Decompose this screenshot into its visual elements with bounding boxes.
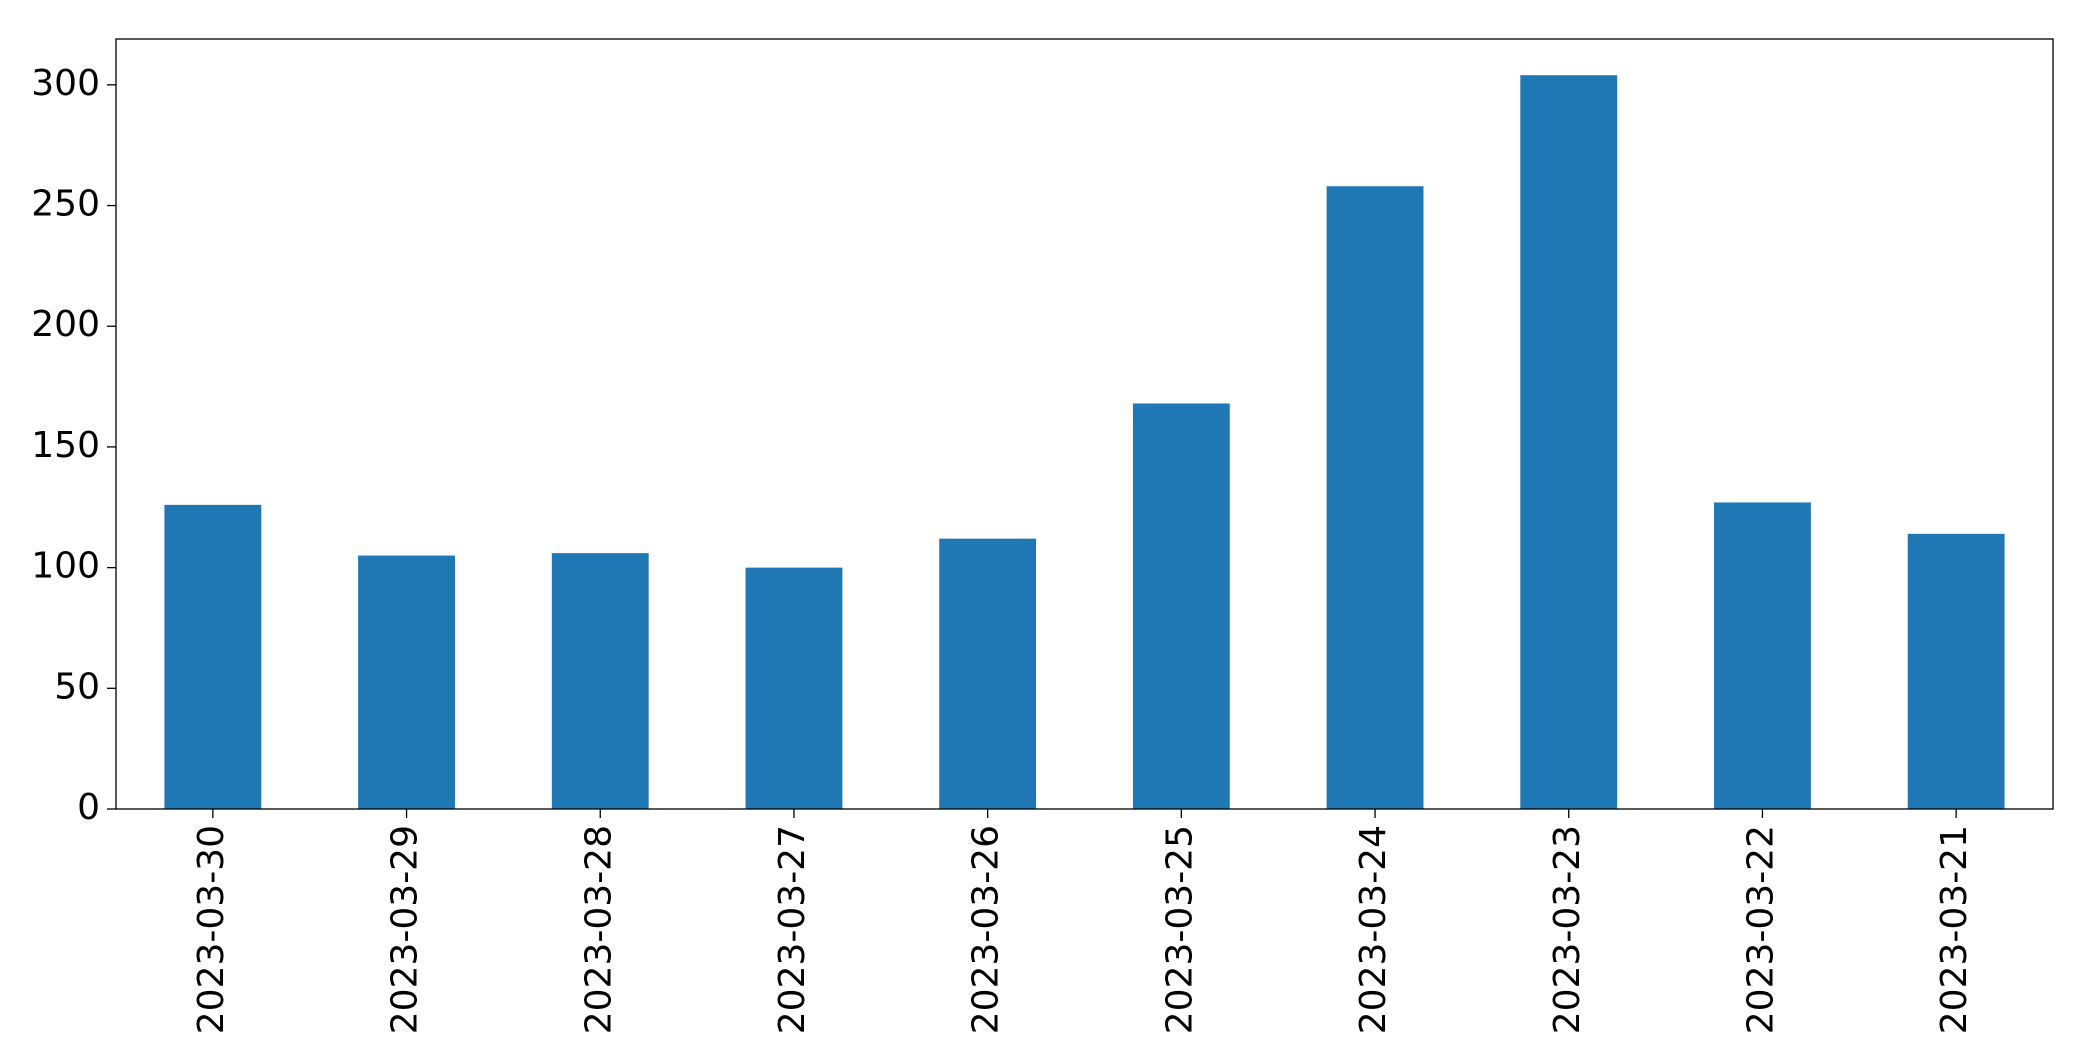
bar — [1326, 186, 1424, 809]
x-tick-label: 2023-03-30 — [191, 825, 232, 1034]
x-tick-label: 2023-03-28 — [578, 825, 619, 1034]
bar — [1714, 502, 1811, 809]
y-tick-label: 200 — [31, 304, 100, 345]
bar — [358, 555, 455, 809]
bar — [1520, 75, 1618, 809]
x-tick-label: 2023-03-22 — [1740, 825, 1781, 1034]
x-tick-label: 2023-03-25 — [1159, 825, 1200, 1034]
plot-frame — [115, 38, 2054, 810]
y-tick-label: 250 — [31, 184, 100, 225]
y-tick-label: 50 — [54, 666, 100, 707]
y-tick-label: 300 — [31, 63, 100, 104]
bar — [939, 538, 1037, 809]
y-tick-label: 0 — [77, 787, 100, 828]
bar — [551, 553, 649, 809]
x-tick-label: 2023-03-27 — [772, 825, 813, 1034]
x-tick-label: 2023-03-24 — [1353, 825, 1394, 1034]
x-tick-label: 2023-03-26 — [966, 825, 1007, 1034]
x-tick-label: 2023-03-29 — [385, 825, 426, 1034]
bar — [164, 504, 262, 809]
bar — [1132, 403, 1230, 809]
bar — [745, 567, 843, 809]
y-tick-label: 100 — [31, 546, 100, 587]
x-tick-label: 2023-03-23 — [1547, 825, 1588, 1034]
x-tick-label: 2023-03-21 — [1934, 825, 1975, 1034]
y-tick-label: 150 — [31, 425, 100, 466]
bar — [1907, 533, 2005, 809]
